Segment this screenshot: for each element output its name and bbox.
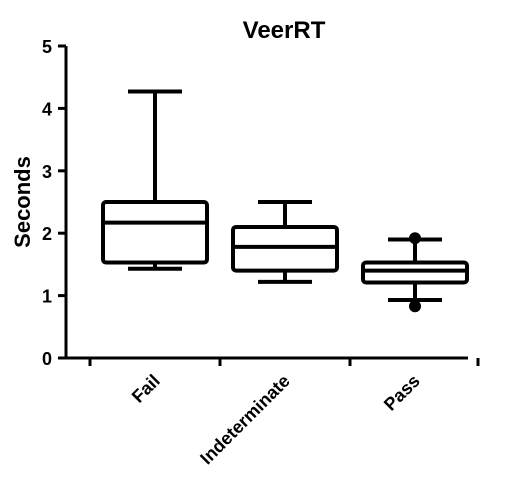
x-axis: Fail Indeterminate Pass	[64, 356, 480, 469]
box-fail	[101, 89, 209, 271]
y-axis: 0 1 2 3 4 5	[42, 37, 68, 369]
box-indeterminate	[231, 200, 339, 284]
y-tick-label: 3	[42, 162, 52, 182]
y-tick-label: 5	[42, 37, 52, 57]
iqr-box	[101, 200, 209, 265]
chart-title: VeerRT	[243, 17, 326, 44]
x-tick-label: Indeterminate	[196, 371, 294, 469]
y-tick-label: 0	[42, 349, 52, 369]
outlier-point	[409, 300, 421, 313]
x-tick-label: Pass	[380, 371, 424, 415]
y-tick-label: 1	[42, 287, 52, 307]
y-tick-label: 4	[42, 99, 52, 119]
box-series	[101, 89, 469, 313]
x-tick-label: Fail	[128, 371, 164, 407]
box-pass	[361, 232, 469, 313]
y-tick-label: 2	[42, 224, 52, 244]
y-axis-label: Seconds	[10, 156, 35, 248]
outlier-point	[409, 232, 421, 245]
